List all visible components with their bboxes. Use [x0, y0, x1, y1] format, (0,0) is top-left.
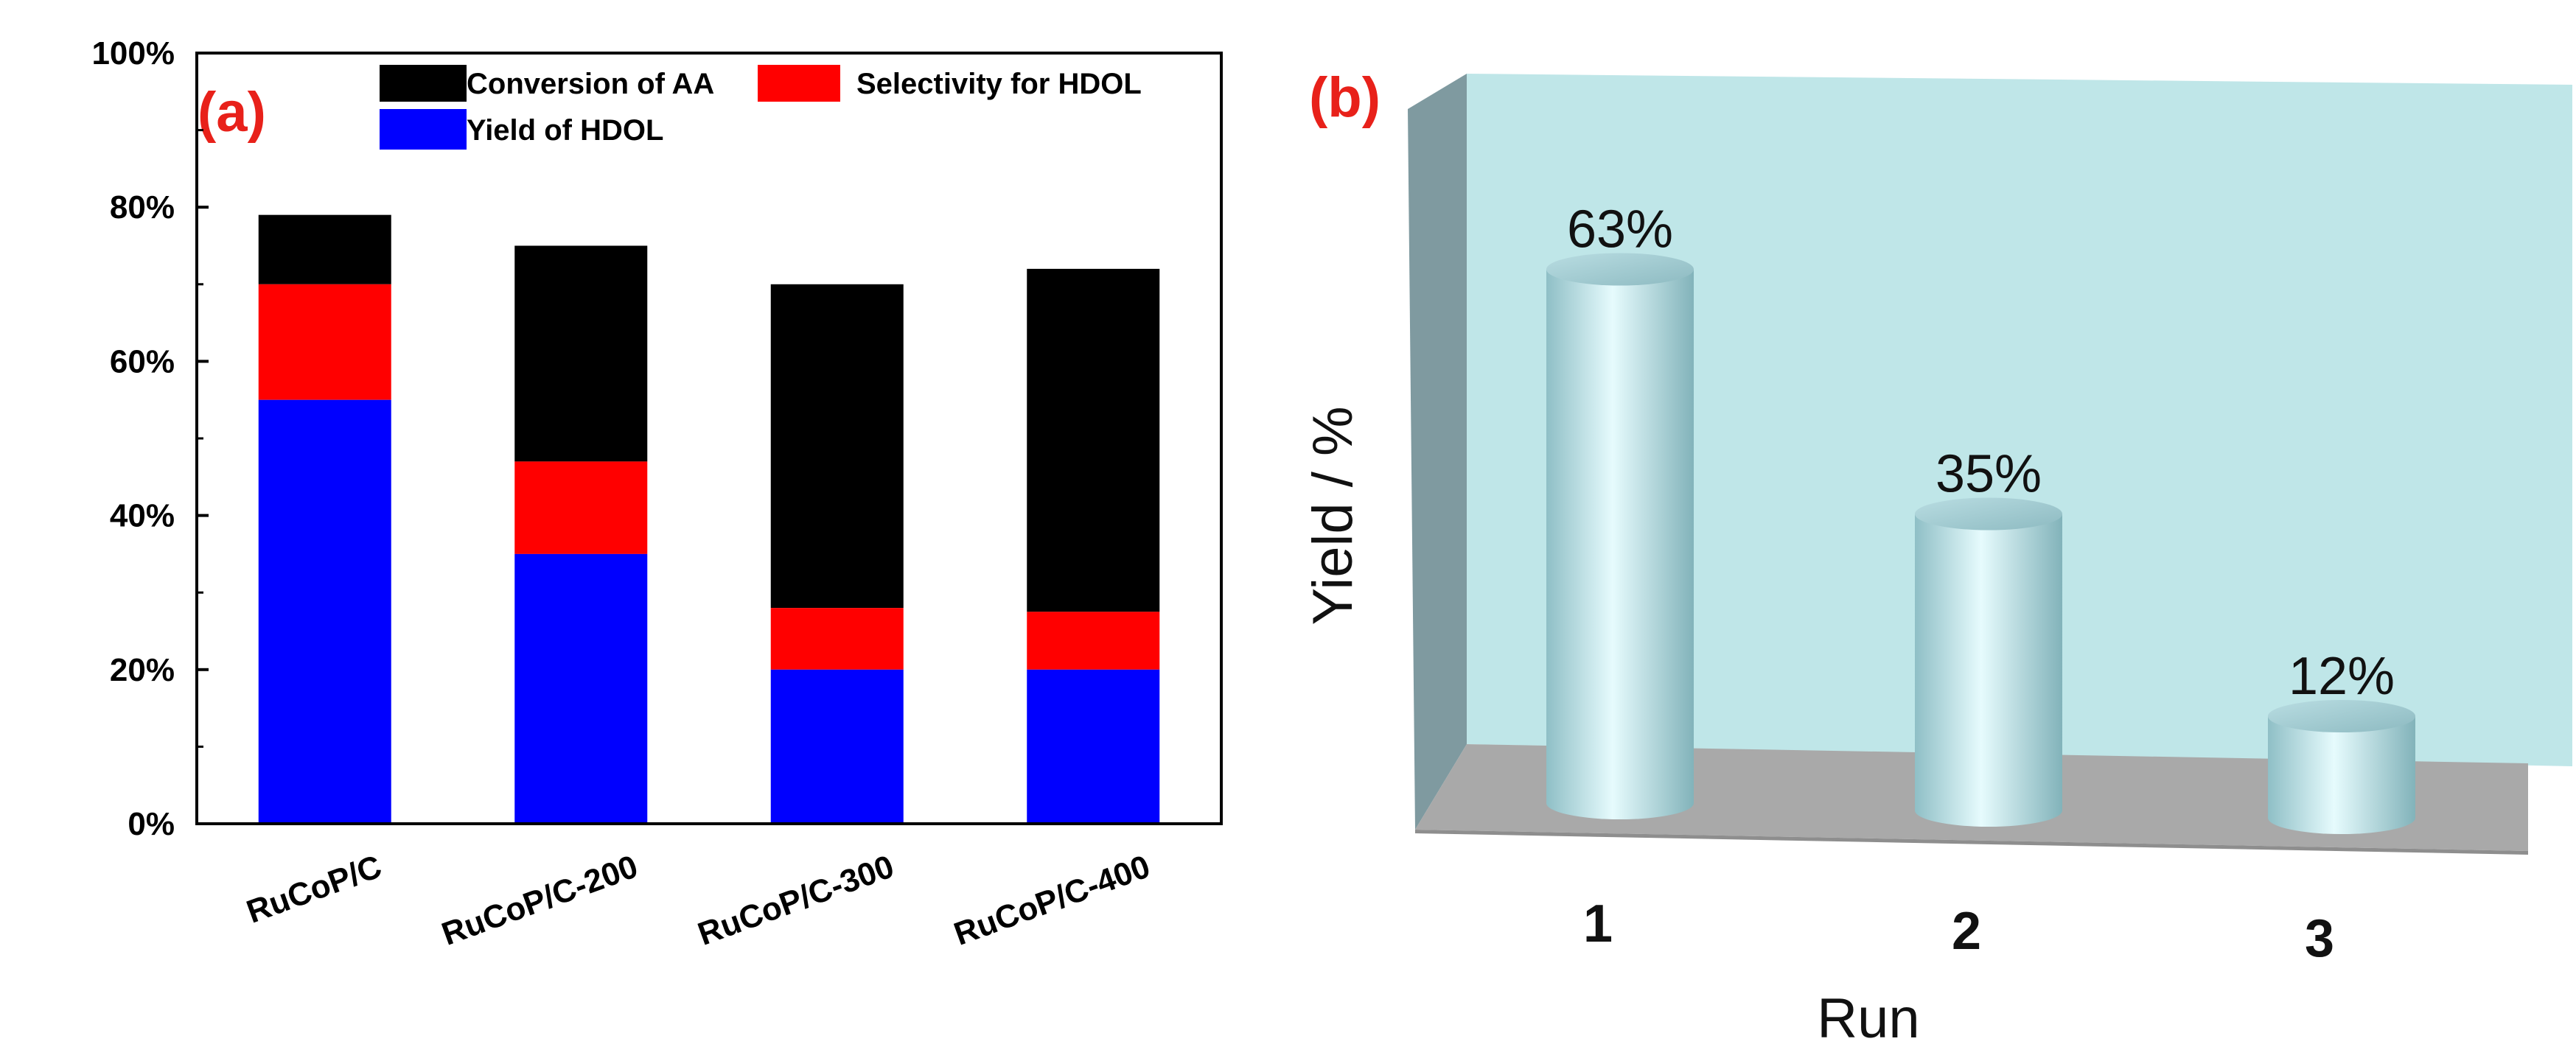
legend-label-yield: Yield of HDOL: [467, 114, 663, 147]
cylinder-cap: [2268, 700, 2415, 732]
cylinder-cap: [1915, 497, 2062, 530]
panel-b-cylinders: 63% 35% 12%: [1546, 200, 2415, 834]
panel-b-label: (b): [1309, 66, 1381, 129]
y-tick-label: 80%: [110, 189, 175, 225]
bar-conversion-rucop-c: [258, 214, 391, 284]
back-wall: [1467, 74, 2572, 766]
data-label-run-3: 12%: [2289, 647, 2395, 706]
panel-a-label: (a): [198, 81, 266, 144]
y-tick-label: 20%: [110, 652, 175, 688]
cylinder-body: [2268, 716, 2415, 834]
data-label-run-1: 63%: [1567, 200, 1673, 259]
side-wall: [1408, 74, 1467, 830]
bar-conversion-rucop-c-300: [770, 284, 904, 609]
floor-edge: [1415, 830, 2528, 855]
bar-yield-rucop-c-300: [770, 669, 904, 824]
bar-yield-rucop-c-400: [1027, 669, 1160, 824]
x-tick-label-rucop-c-300: RuCoP/C-300: [694, 848, 899, 952]
y-tick-label: 0%: [128, 806, 175, 842]
y-tick-label: 60%: [110, 343, 175, 379]
y-tick-label: 40%: [110, 498, 175, 534]
legend-swatch-selectivity: [758, 65, 840, 102]
bar-yield-rucop-c-200: [514, 553, 648, 824]
cylinder-run-2: [1915, 497, 2062, 827]
bar-selectivity-rucop-c-200: [514, 461, 648, 554]
x-tick-label-rucop-c: RuCoP/C: [242, 848, 386, 930]
legend-swatch-yield: [380, 109, 467, 150]
cylinder-cap: [1546, 253, 1694, 286]
panel-b-run-ticks: 1 2 3: [1583, 894, 2334, 968]
bar-selectivity-rucop-c: [258, 284, 391, 400]
bar-conversion-rucop-c-400: [1027, 268, 1160, 612]
bar-conversion-rucop-c-200: [514, 245, 648, 462]
x-tick-label-rucop-c-400: RuCoP/C-400: [949, 848, 1155, 952]
bar-selectivity-rucop-c-300: [770, 608, 904, 670]
cylinder-body: [1915, 514, 2062, 827]
legend-label-conversion: Conversion of AA: [467, 68, 714, 100]
x-tick-label-rucop-c-200: RuCoP/C-200: [437, 848, 643, 952]
cylinder-run-3: [2268, 700, 2415, 834]
data-label-run-2: 35%: [1936, 445, 2042, 504]
x-axis-title: Run: [1817, 987, 1919, 1050]
panel-a-legend: Conversion of AA Selectivity for HDOL Yi…: [380, 65, 1142, 150]
panel-b-3d-cylinder-chart: (b) 63% 35% 12% 1 2 3 Run Yield / %: [1302, 66, 2572, 1050]
y-axis-title: Yield / %: [1302, 406, 1364, 625]
cylinder-body: [1546, 269, 1694, 819]
bar-yield-rucop-c: [258, 399, 391, 824]
panel-a-bars: [258, 214, 1160, 824]
panel-a-stacked-bar-chart: (a) Conversion of AA Selectivity for HDO…: [91, 35, 1223, 953]
cylinder-run-1: [1546, 253, 1694, 819]
x-tick-label-run-3: 3: [2305, 909, 2334, 968]
legend-swatch-conversion: [380, 65, 467, 102]
y-tick-label: 100%: [91, 35, 175, 71]
legend-label-selectivity: Selectivity for HDOL: [856, 68, 1142, 100]
bar-selectivity-rucop-c-400: [1027, 612, 1160, 670]
x-tick-label-run-1: 1: [1583, 894, 1613, 953]
x-tick-label-run-2: 2: [1952, 902, 1981, 961]
